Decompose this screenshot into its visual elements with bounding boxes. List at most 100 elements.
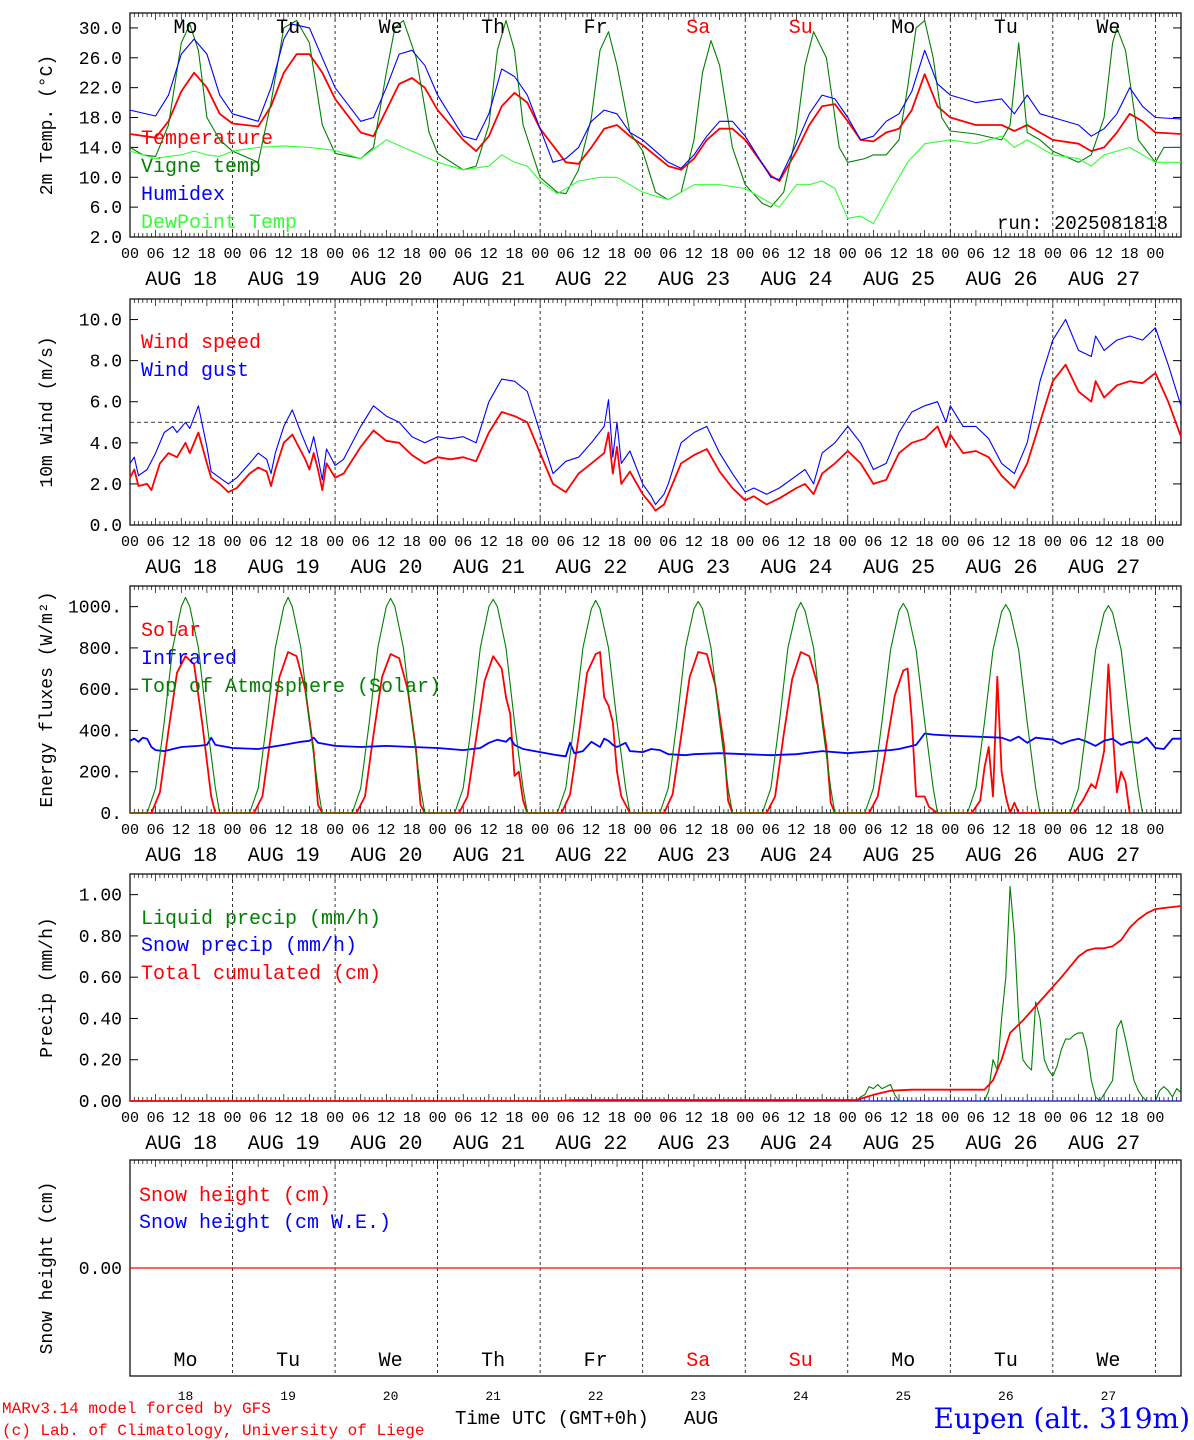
hour-tick-label: 12 (993, 534, 1011, 551)
hour-tick-label: 12 (377, 534, 395, 551)
hour-tick-label: 18 (916, 822, 934, 839)
hour-tick-label: 18 (711, 822, 729, 839)
hour-tick-label: 18 (1121, 534, 1139, 551)
hour-tick-label: 18 (916, 1110, 934, 1127)
hour-tick-label: 12 (787, 246, 805, 263)
hour-tick-label: 06 (147, 246, 165, 263)
hour-tick-label: 18 (711, 534, 729, 551)
hour-tick-label: 00 (326, 246, 344, 263)
hour-tick-label: 00 (1146, 534, 1164, 551)
hour-tick-label: 00 (634, 822, 652, 839)
date-label: AUG 26 (966, 557, 1038, 580)
y-axis-label: Snow height (cm) (38, 1182, 58, 1355)
y-tick-label: 10.0 (79, 312, 122, 332)
legend-entry: Wind speed (141, 332, 261, 355)
hour-tick-label: 06 (659, 1110, 677, 1127)
hour-tick-label: 06 (967, 1110, 985, 1127)
hour-tick-label: 00 (121, 246, 139, 263)
hour-tick-label: 06 (1069, 1110, 1087, 1127)
plot-frame (129, 585, 1182, 814)
hour-tick-label: 06 (352, 822, 370, 839)
hour-tick-label: 00 (531, 246, 549, 263)
hour-tick-label: 18 (198, 822, 216, 839)
hour-tick-label: 06 (659, 534, 677, 551)
y-tick-label: 0.0 (90, 517, 122, 537)
hour-tick-label: 06 (147, 534, 165, 551)
hour-tick-label: 12 (172, 246, 190, 263)
hour-tick-label: 00 (1044, 246, 1062, 263)
hour-tick-label: 00 (326, 534, 344, 551)
plot-frame (129, 12, 1182, 238)
hour-tick-label: 06 (249, 822, 267, 839)
hour-tick-label: 18 (711, 1110, 729, 1127)
hour-tick-label: 18 (608, 534, 626, 551)
series-line-total-cumulated-cm- (130, 905, 1182, 1102)
hour-tick-label: 00 (941, 822, 959, 839)
hour-tick-label: 18 (608, 1110, 626, 1127)
y-tick-label: 1.00 (79, 887, 122, 907)
hour-tick-label: 06 (557, 1110, 575, 1127)
temperature-panel: 2m Temp. (°C) 30.0 26.0 22.0 18.0 14.0 10.0 6.0… (38, 12, 1182, 292)
hour-tick-label: 00 (1146, 1110, 1164, 1127)
hour-tick-label: 12 (480, 246, 498, 263)
day-number: 18 (178, 1389, 194, 1404)
hour-tick-label: 00 (941, 246, 959, 263)
date-label: AUG 18 (145, 845, 217, 868)
day-label-top: Mo (891, 17, 915, 40)
hour-tick-label: 06 (864, 534, 882, 551)
hour-tick-label: 18 (300, 822, 318, 839)
snow-panel: Snow height (cm) 0.00 Snow height (cm) Snow… (38, 1159, 1182, 1377)
day-label-top: Tu (276, 17, 300, 40)
y-tick-label: 200. (79, 764, 122, 784)
date-label: AUG 19 (248, 845, 320, 868)
date-label: AUG 18 (145, 269, 217, 292)
day-label-top: Tu (994, 17, 1018, 40)
date-label: AUG 25 (863, 1133, 935, 1156)
date-label: AUG 21 (453, 1133, 525, 1156)
day-label-top: Sa (686, 17, 710, 40)
hour-tick-label: 12 (787, 1110, 805, 1127)
hour-tick-label: 18 (711, 246, 729, 263)
hour-tick-label: 18 (813, 1110, 831, 1127)
hour-tick-label: 00 (1146, 822, 1164, 839)
hour-tick-label: 18 (1121, 822, 1139, 839)
hour-tick-label: 06 (454, 822, 472, 839)
date-label: AUG 25 (863, 845, 935, 868)
hour-tick-label: 00 (736, 246, 754, 263)
plot-frame (129, 298, 1182, 526)
date-label: AUG 22 (555, 269, 627, 292)
legend-entry: DewPoint Temp (141, 212, 297, 235)
hour-tick-label: 00 (326, 822, 344, 839)
lab-credit: (c) Lab. of Climatology, University of L… (2, 1422, 424, 1440)
day-label-bottom: Mo (891, 1350, 915, 1373)
y-tick-label: 22.0 (79, 80, 122, 100)
hour-tick-label: 06 (249, 246, 267, 263)
hour-tick-label: 00 (736, 822, 754, 839)
hour-tick-label: 00 (634, 246, 652, 263)
hour-tick-label: 00 (224, 534, 242, 551)
y-tick-label: 26.0 (79, 50, 122, 70)
y-tick-label: 14.0 (79, 139, 122, 159)
hour-tick-label: 06 (762, 534, 780, 551)
legend-entry: Solar (141, 620, 201, 643)
hour-tick-label: 18 (506, 1110, 524, 1127)
hour-tick-label: 00 (1146, 246, 1164, 263)
date-label: AUG 23 (658, 269, 730, 292)
date-label: AUG 27 (1068, 557, 1140, 580)
y-tick-label: 6.0 (90, 394, 122, 414)
hour-tick-label: 06 (352, 1110, 370, 1127)
date-label: AUG 20 (350, 269, 422, 292)
time-axis-label: Time UTC (GMT+0h) (455, 1408, 649, 1430)
series-line-temperature (129, 53, 1182, 182)
hour-tick-label: 18 (506, 534, 524, 551)
hour-tick-label: 00 (839, 822, 857, 839)
hour-tick-label: 12 (480, 822, 498, 839)
run-annotation: run: 2025081818 (997, 213, 1168, 235)
station-name: Eupen (alt. 319m) (934, 1402, 1190, 1435)
series-line-vigne-temp (129, 19, 1181, 208)
y-axis-label: 10m Wind (m/s) (38, 336, 58, 487)
hour-tick-label: 06 (967, 534, 985, 551)
date-label: AUG 24 (760, 845, 832, 868)
hour-tick-label: 12 (890, 534, 908, 551)
date-label: AUG 21 (453, 557, 525, 580)
